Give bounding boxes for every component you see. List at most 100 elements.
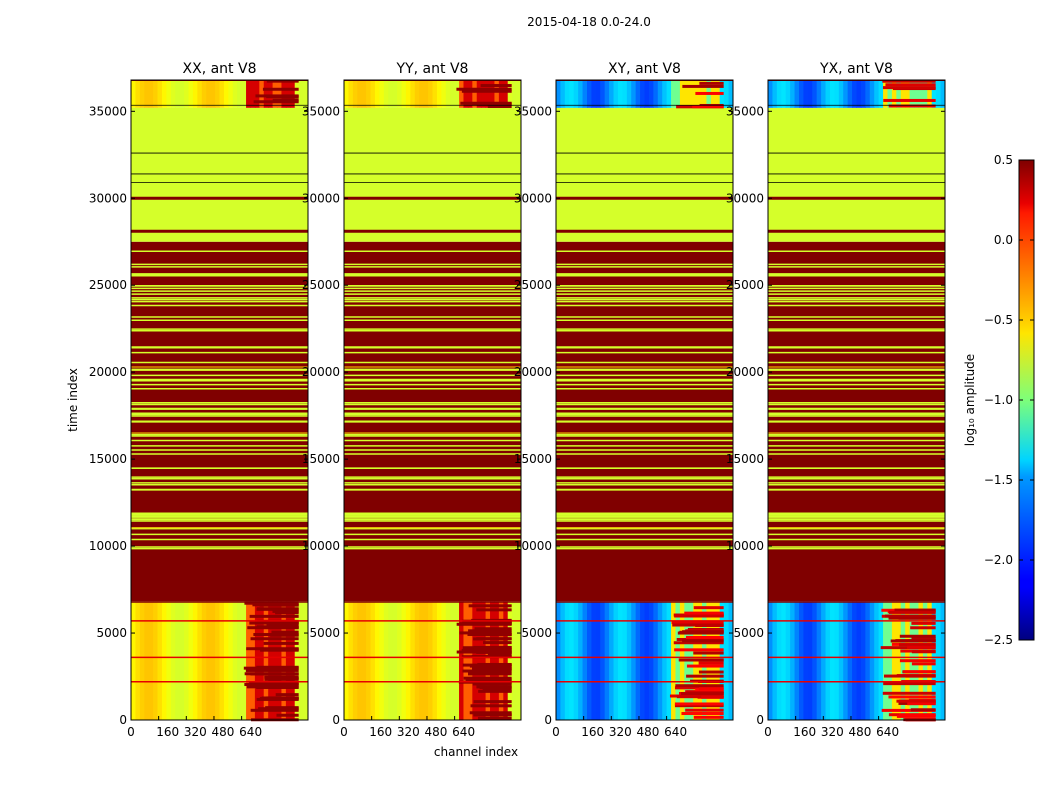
rfi-streak: [468, 629, 512, 633]
channel-column: [175, 80, 181, 108]
channel-column: [494, 601, 500, 720]
channel-column: [357, 80, 363, 108]
channel-column: [516, 80, 522, 108]
channel-column: [816, 80, 822, 108]
channel-column: [148, 80, 154, 108]
x-tick-label: 0: [127, 725, 135, 739]
channel-column: [197, 601, 203, 720]
rfi-streak: [476, 685, 512, 689]
channel-column: [609, 601, 615, 720]
channel-column: [507, 601, 513, 720]
channel-column: [640, 601, 645, 720]
rfi-streak: [474, 627, 512, 631]
rfi-streak: [476, 637, 512, 641]
rfi-streak: [467, 620, 512, 624]
channel-column: [918, 80, 924, 108]
channel-column: [838, 601, 844, 720]
rfi-streak: [686, 690, 724, 694]
channel-column: [192, 601, 198, 720]
rfi-streak: [881, 708, 936, 712]
channel-column: [144, 601, 150, 720]
axes-frame: [555, 79, 734, 721]
channel-column: [688, 80, 694, 108]
channel-column: [454, 601, 460, 720]
axes-frame: [767, 79, 946, 721]
rfi-streak: [681, 692, 724, 696]
channel-column: [254, 601, 260, 720]
channel-column: [303, 80, 309, 108]
rfi-streak: [899, 659, 936, 663]
rfi-streak: [472, 682, 512, 686]
channel-column: [622, 80, 628, 108]
y-tick-label: 10000: [514, 539, 552, 553]
x-tick-label: 320: [397, 725, 420, 739]
rfi-streak: [266, 696, 299, 700]
channel-column: [348, 601, 354, 720]
rfi-streak: [910, 626, 936, 630]
channel-column: [865, 601, 871, 720]
rfi-streak: [682, 639, 724, 643]
rfi-streak: [686, 664, 724, 668]
channel-column: [728, 601, 734, 720]
y-tick-label: 25000: [514, 278, 552, 292]
channel-column: [157, 601, 163, 720]
rfi-streak: [676, 695, 724, 699]
rfi-streak: [885, 83, 936, 87]
channel-column: [494, 80, 500, 108]
channel-column: [785, 80, 791, 108]
channel-column: [228, 80, 234, 108]
channel-column: [838, 80, 844, 108]
channel-column: [463, 601, 469, 720]
y-tick-label: 35000: [302, 104, 340, 118]
rfi-streak: [701, 695, 724, 699]
channel-column: [666, 80, 672, 108]
y-tick-label: 20000: [514, 365, 552, 379]
channel-column: [896, 601, 902, 720]
y-tick-label: 10000: [726, 539, 764, 553]
channel-column: [640, 80, 645, 108]
channel-column: [294, 80, 300, 108]
rfi-streak: [674, 614, 724, 618]
rfi-streak: [250, 637, 299, 641]
channel-column: [905, 80, 911, 108]
channel-column: [843, 80, 849, 108]
channel-column: [170, 601, 176, 720]
rfi-streak: [882, 86, 936, 90]
rfi-streak: [695, 91, 724, 95]
channel-column: [405, 80, 411, 108]
segment-blank: [344, 107, 521, 242]
channel-column: [277, 601, 282, 720]
channel-column: [139, 80, 145, 108]
channel-column: [856, 80, 862, 108]
x-tick-label: 320: [184, 725, 207, 739]
colorbar-tick-label: −2.0: [984, 553, 1013, 567]
channel-column: [281, 601, 287, 720]
channel-column: [498, 601, 504, 720]
channel-column: [931, 80, 937, 108]
x-tick-label: 0: [340, 725, 348, 739]
channel-column: [299, 80, 305, 108]
channel-column: [600, 80, 606, 108]
channel-column: [671, 80, 676, 108]
rfi-streak: [253, 100, 299, 104]
rfi-streak: [675, 684, 724, 688]
rfi-streak: [465, 678, 512, 682]
channel-column: [490, 80, 495, 108]
rfi-streak: [698, 687, 724, 691]
channel-column: [135, 601, 141, 720]
rfi-streak: [911, 662, 936, 666]
channel-column: [776, 601, 782, 720]
rfi-streak: [684, 611, 724, 615]
channel-column: [401, 80, 407, 108]
y-tick-label: 25000: [302, 278, 340, 292]
channel-column: [613, 601, 619, 720]
x-tick-label: 320: [609, 725, 632, 739]
y-tick-label: 15000: [726, 452, 764, 466]
channel-column: [922, 80, 928, 108]
y-tick-label: 35000: [89, 104, 127, 118]
channel-column: [485, 601, 491, 720]
channel-column: [878, 80, 884, 108]
channel-column: [241, 80, 247, 108]
channel-column: [573, 80, 579, 108]
channel-column: [622, 601, 628, 720]
